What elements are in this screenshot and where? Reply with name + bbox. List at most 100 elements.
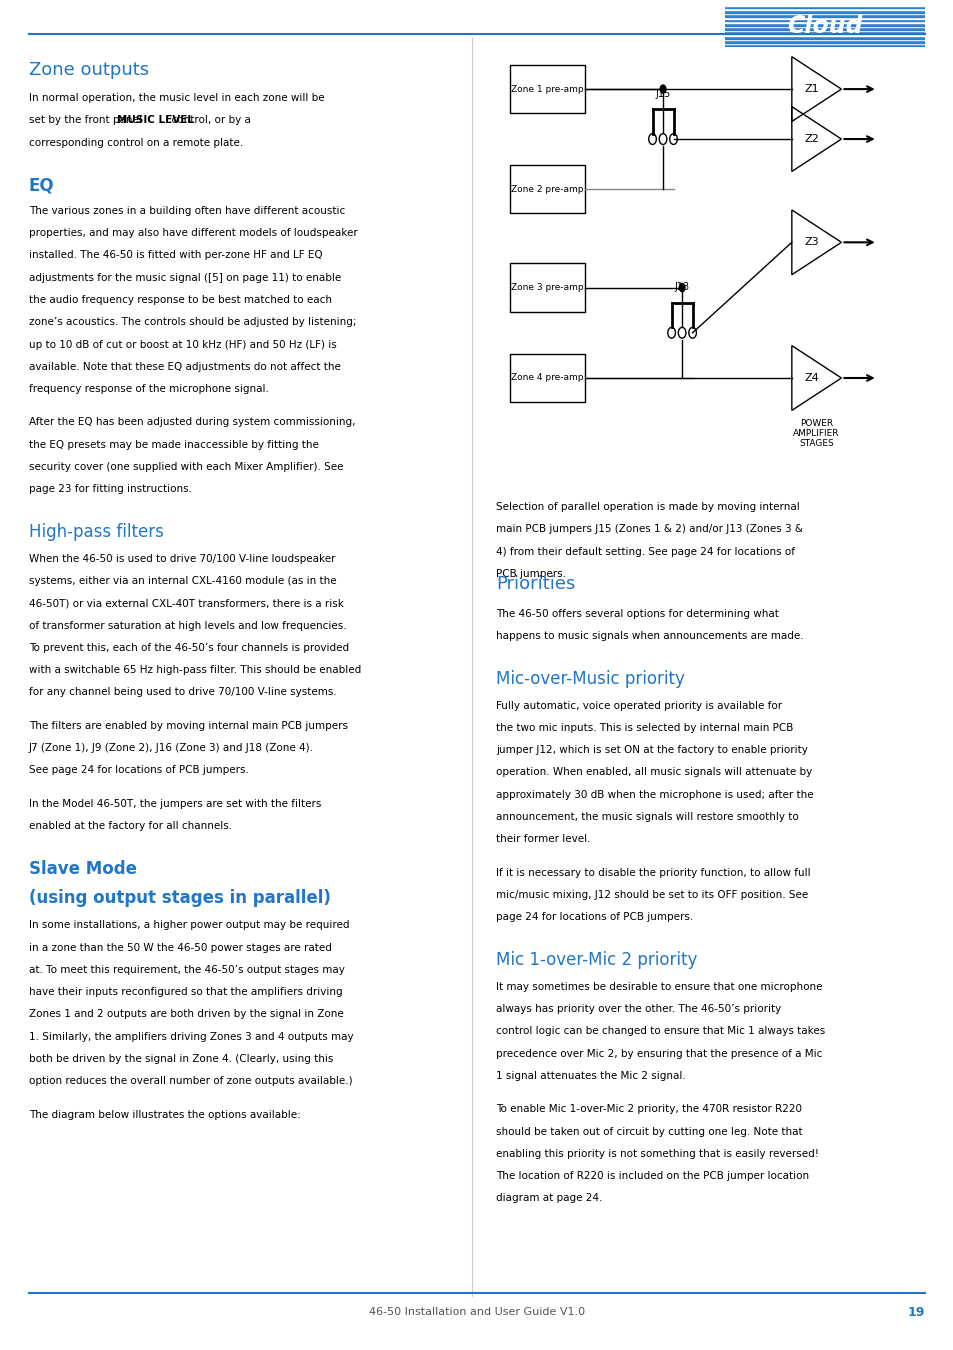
Text: always has priority over the other. The 46-50’s priority: always has priority over the other. The …: [496, 1004, 781, 1014]
Text: Zone outputs: Zone outputs: [29, 61, 149, 78]
Text: page 23 for fitting instructions.: page 23 for fitting instructions.: [29, 485, 192, 494]
Text: When the 46-50 is used to drive 70/100 V-line loudspeaker: When the 46-50 is used to drive 70/100 V…: [29, 554, 335, 564]
Text: Zone 3 pre-amp: Zone 3 pre-amp: [511, 284, 583, 292]
Circle shape: [679, 284, 684, 292]
Text: After the EQ has been adjusted during system commissioning,: After the EQ has been adjusted during sy…: [29, 417, 355, 428]
Text: installed. The 46-50 is fitted with per-zone HF and LF EQ: installed. The 46-50 is fitted with per-…: [29, 251, 322, 261]
Text: J13: J13: [674, 282, 689, 292]
Text: the EQ presets may be made inaccessible by fitting the: the EQ presets may be made inaccessible …: [29, 440, 318, 450]
Text: It may sometimes be desirable to ensure that one microphone: It may sometimes be desirable to ensure …: [496, 981, 821, 992]
Text: Mic 1-over-Mic 2 priority: Mic 1-over-Mic 2 priority: [496, 950, 697, 969]
Text: announcement, the music signals will restore smoothly to: announcement, the music signals will res…: [496, 813, 798, 822]
Text: in a zone than the 50 W the 46-50 power stages are rated: in a zone than the 50 W the 46-50 power …: [29, 942, 331, 953]
Text: (using output stages in parallel): (using output stages in parallel): [29, 890, 330, 907]
Bar: [724, 15, 924, 18]
Text: available. Note that these EQ adjustments do not affect the: available. Note that these EQ adjustment…: [29, 362, 340, 371]
Text: page 24 for locations of PCB jumpers.: page 24 for locations of PCB jumpers.: [496, 913, 693, 922]
Text: The location of R220 is included on the PCB jumper location: The location of R220 is included on the …: [496, 1172, 808, 1181]
Text: The diagram below illustrates the options available:: The diagram below illustrates the option…: [29, 1110, 300, 1119]
Text: Z4: Z4: [803, 373, 819, 383]
Text: In the Model 46-50T, the jumpers are set with the filters: In the Model 46-50T, the jumpers are set…: [29, 799, 320, 809]
Text: 1. Similarly, the amplifiers driving Zones 3 and 4 outputs may: 1. Similarly, the amplifiers driving Zon…: [29, 1031, 353, 1042]
Bar: [724, 27, 924, 30]
Bar: [724, 23, 924, 26]
Text: PCB jumpers.: PCB jumpers.: [496, 568, 565, 579]
Text: The filters are enabled by moving internal main PCB jumpers: The filters are enabled by moving intern…: [29, 721, 347, 730]
Bar: [510, 263, 584, 312]
Text: POWER
AMPLIFIER
STAGES: POWER AMPLIFIER STAGES: [793, 418, 839, 448]
Bar: [724, 36, 924, 39]
Text: 46-50 Installation and User Guide V1.0: 46-50 Installation and User Guide V1.0: [369, 1307, 584, 1318]
Text: 1 signal attenuates the Mic 2 signal.: 1 signal attenuates the Mic 2 signal.: [496, 1071, 685, 1081]
Text: J15: J15: [655, 89, 670, 99]
Text: properties, and may also have different models of loudspeaker: properties, and may also have different …: [29, 228, 357, 238]
Text: the two mic inputs. This is selected by internal main PCB: the two mic inputs. This is selected by …: [496, 724, 793, 733]
Text: Selection of parallel operation is made by moving internal: Selection of parallel operation is made …: [496, 502, 799, 512]
Text: precedence over Mic 2, by ensuring that the presence of a Mic: precedence over Mic 2, by ensuring that …: [496, 1049, 821, 1058]
Bar: [510, 354, 584, 402]
Text: control logic can be changed to ensure that Mic 1 always takes: control logic can be changed to ensure t…: [496, 1026, 824, 1037]
Text: Priorities: Priorities: [496, 575, 575, 593]
Text: with a switchable 65 Hz high-pass filter. This should be enabled: with a switchable 65 Hz high-pass filter…: [29, 666, 360, 675]
Bar: [724, 45, 924, 47]
Text: the audio frequency response to be best matched to each: the audio frequency response to be best …: [29, 294, 332, 305]
Text: approximately 30 dB when the microphone is used; after the: approximately 30 dB when the microphone …: [496, 790, 813, 799]
Text: J7 (Zone 1), J9 (Zone 2), J16 (Zone 3) and J18 (Zone 4).: J7 (Zone 1), J9 (Zone 2), J16 (Zone 3) a…: [29, 743, 314, 753]
Text: main PCB jumpers J15 (Zones 1 & 2) and/or J13 (Zones 3 &: main PCB jumpers J15 (Zones 1 & 2) and/o…: [496, 524, 802, 535]
Text: at. To meet this requirement, the 46-50’s output stages may: at. To meet this requirement, the 46-50’…: [29, 965, 344, 975]
Text: See page 24 for locations of PCB jumpers.: See page 24 for locations of PCB jumpers…: [29, 765, 248, 775]
Text: operation. When enabled, all music signals will attenuate by: operation. When enabled, all music signa…: [496, 768, 811, 778]
Text: frequency response of the microphone signal.: frequency response of the microphone sig…: [29, 383, 268, 394]
Text: their former level.: their former level.: [496, 834, 590, 844]
Text: security cover (one supplied with each Mixer Amplifier). See: security cover (one supplied with each M…: [29, 462, 343, 472]
Text: Z1: Z1: [803, 84, 818, 95]
Text: Cloud: Cloud: [786, 14, 862, 38]
Text: 19: 19: [907, 1305, 924, 1319]
Text: Zones 1 and 2 outputs are both driven by the signal in Zone: Zones 1 and 2 outputs are both driven by…: [29, 1010, 343, 1019]
Text: 46-50T) or via external CXL-40T transformers, there is a risk: 46-50T) or via external CXL-40T transfor…: [29, 598, 343, 609]
Text: zone’s acoustics. The controls should be adjusted by listening;: zone’s acoustics. The controls should be…: [29, 317, 355, 327]
Text: control, or by a: control, or by a: [164, 116, 250, 126]
Text: Slave Mode: Slave Mode: [29, 860, 136, 878]
Text: diagram at page 24.: diagram at page 24.: [496, 1193, 602, 1203]
Bar: [510, 65, 584, 113]
Bar: [724, 9, 924, 12]
Text: have their inputs reconfigured so that the amplifiers driving: have their inputs reconfigured so that t…: [29, 987, 342, 998]
Text: To prevent this, each of the 46-50’s four channels is provided: To prevent this, each of the 46-50’s fou…: [29, 643, 349, 653]
Text: In normal operation, the music level in each zone will be: In normal operation, the music level in …: [29, 93, 324, 103]
Text: happens to music signals when announcements are made.: happens to music signals when announceme…: [496, 632, 802, 641]
Text: up to 10 dB of cut or boost at 10 kHz (HF) and 50 Hz (LF) is: up to 10 dB of cut or boost at 10 kHz (H…: [29, 339, 336, 350]
Text: High-pass filters: High-pass filters: [29, 522, 163, 541]
Text: jumper J12, which is set ON at the factory to enable priority: jumper J12, which is set ON at the facto…: [496, 745, 807, 755]
Text: EQ: EQ: [29, 177, 54, 194]
Text: adjustments for the music signal ([5] on page 11) to enable: adjustments for the music signal ([5] on…: [29, 273, 340, 282]
Text: Z2: Z2: [803, 134, 819, 144]
Text: Z3: Z3: [803, 238, 818, 247]
Text: mic/music mixing, J12 should be set to its OFF position. See: mic/music mixing, J12 should be set to i…: [496, 890, 807, 900]
Text: corresponding control on a remote plate.: corresponding control on a remote plate.: [29, 138, 243, 147]
Text: 4) from their default setting. See page 24 for locations of: 4) from their default setting. See page …: [496, 547, 794, 556]
Text: The various zones in a building often have different acoustic: The various zones in a building often ha…: [29, 207, 344, 216]
Text: Mic-over-Music priority: Mic-over-Music priority: [496, 670, 684, 687]
Text: enabled at the factory for all channels.: enabled at the factory for all channels.: [29, 821, 232, 832]
Text: should be taken out of circuit by cutting one leg. Note that: should be taken out of circuit by cuttin…: [496, 1127, 801, 1137]
Text: The 46-50 offers several options for determining what: The 46-50 offers several options for det…: [496, 609, 779, 618]
Bar: [724, 40, 924, 43]
Text: Zone 2 pre-amp: Zone 2 pre-amp: [511, 185, 583, 193]
Bar: [724, 5, 924, 8]
Text: To enable Mic 1-over-Mic 2 priority, the 470R resistor R220: To enable Mic 1-over-Mic 2 priority, the…: [496, 1104, 801, 1114]
Circle shape: [659, 85, 665, 93]
Text: Zone 1 pre-amp: Zone 1 pre-amp: [511, 85, 583, 93]
Text: option reduces the overall number of zone outputs available.): option reduces the overall number of zon…: [29, 1076, 352, 1087]
Text: set by the front panel: set by the front panel: [29, 116, 148, 126]
Text: systems, either via an internal CXL-4160 module (as in the: systems, either via an internal CXL-4160…: [29, 576, 335, 586]
Text: enabling this priority is not something that is easily reversed!: enabling this priority is not something …: [496, 1149, 819, 1158]
Text: for any channel being used to drive 70/100 V-line systems.: for any channel being used to drive 70/1…: [29, 687, 336, 698]
Text: In some installations, a higher power output may be required: In some installations, a higher power ou…: [29, 921, 349, 930]
Text: of transformer saturation at high levels and low frequencies.: of transformer saturation at high levels…: [29, 621, 346, 630]
Text: Fully automatic, voice operated priority is available for: Fully automatic, voice operated priority…: [496, 701, 781, 710]
Bar: [724, 31, 924, 34]
Bar: [510, 165, 584, 213]
Text: If it is necessary to disable the priority function, to allow full: If it is necessary to disable the priori…: [496, 868, 810, 878]
Text: both be driven by the signal in Zone 4. (Clearly, using this: both be driven by the signal in Zone 4. …: [29, 1054, 333, 1064]
